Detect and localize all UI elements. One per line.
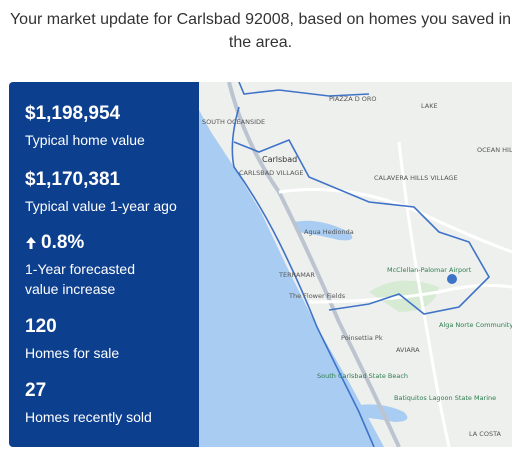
map-label: McClellan-Palomar Airport	[387, 266, 472, 274]
map-label: LAKE	[421, 102, 438, 110]
stat-label: Homes for sale	[25, 345, 120, 361]
map-label: OCEAN HILLS	[477, 146, 512, 154]
map-label: CALAVERA HILLS VILLAGE	[374, 174, 458, 182]
map-road	[308, 283, 512, 304]
map-lagoon	[349, 404, 408, 422]
stat-value-row: 0.8%	[25, 231, 155, 255]
map-label: SOUTH OCEANSIDE	[202, 118, 265, 126]
map-road	[397, 141, 451, 447]
map-airport-icon	[447, 274, 457, 284]
map-label: Batiquitos Lagoon State Marine	[394, 394, 496, 402]
stat: $1,170,381 Typical value 1-year ago	[25, 168, 177, 216]
map-label: Poinsettia Pk	[341, 334, 383, 342]
up-arrow-icon	[26, 237, 36, 249]
map-label: Agua Hedionda	[304, 228, 354, 236]
map: PIAZZA D ORO LAKE SOUTH OCEANSIDE Carlsb…	[199, 82, 512, 447]
map-sea	[199, 110, 384, 447]
map-boundary	[231, 82, 490, 447]
map-label: AVIARA	[396, 346, 420, 354]
map-label: LA COSTA	[469, 430, 502, 438]
map-label: Carlsbad	[262, 155, 297, 164]
map-label: PIAZZA D ORO	[329, 95, 377, 103]
header-title: Your market update for Carlsbad 92008, b…	[9, 11, 512, 51]
stat-label: Typical home value	[25, 132, 145, 148]
stat-value: 120	[25, 316, 57, 337]
stat: 120 Homes for sale	[25, 315, 119, 363]
map-label: Alga Norte Community	[439, 321, 512, 329]
map-label: South Carlsbad State Beach	[317, 372, 408, 380]
map-label: CARLSBAD VILLAGE	[239, 169, 303, 177]
stat-label: 1-Year forecasted value increase	[25, 261, 135, 297]
stat: $1,198,954 Typical home value	[25, 102, 145, 150]
map-label: The Flower Fields	[288, 292, 346, 300]
stat: 27 Homes recently sold	[25, 379, 152, 427]
stat-value: 27	[25, 380, 47, 401]
stat-label: Typical value 1-year ago	[25, 198, 177, 214]
map-lagoon	[294, 220, 353, 241]
map-label: TERRAMAR	[278, 271, 315, 279]
stats-panel: $1,198,954 Typical home value $1,170,381…	[9, 82, 199, 447]
map-freeway	[227, 82, 401, 447]
stat-value: $1,170,381	[25, 169, 121, 190]
stat: 0.8% 1-Year forecasted value increase	[25, 231, 155, 299]
stat-value: 0.8%	[41, 232, 85, 253]
stat-label: Homes recently sold	[25, 409, 152, 425]
stat-value: $1,198,954	[25, 103, 121, 124]
